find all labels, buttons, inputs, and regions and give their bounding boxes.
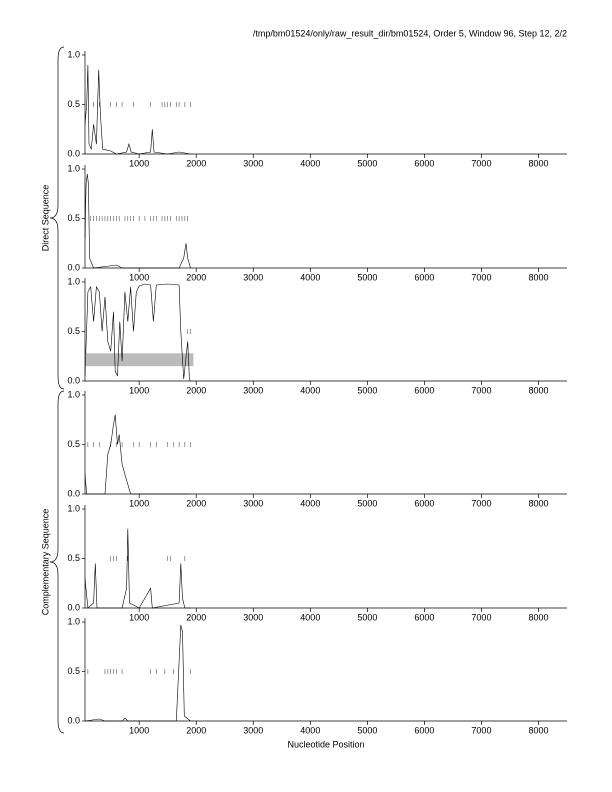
- brace: [49, 390, 65, 734]
- y-tick-label: 0.5: [67, 439, 80, 449]
- x-tick-label: 7000: [471, 612, 491, 622]
- x-tick-label: 5000: [357, 612, 377, 622]
- y-tick-label: 0.5: [67, 213, 80, 223]
- x-tick-label: 7000: [471, 498, 491, 508]
- x-tick-label: 2000: [186, 498, 206, 508]
- x-tick-label: 6000: [414, 498, 434, 508]
- data-line: [84, 528, 191, 609]
- x-tick-label: 3000: [243, 612, 263, 622]
- x-tick-label: 5000: [357, 498, 377, 508]
- x-tick-label: 8000: [528, 612, 548, 622]
- group-label: Complementary Sequence: [40, 509, 50, 616]
- data-line: [84, 414, 191, 495]
- y-tick-label: 0.0: [67, 262, 80, 272]
- x-tick-label: 4000: [300, 158, 320, 168]
- y-tick-label: 1.0: [67, 276, 80, 286]
- data-line: [84, 624, 191, 722]
- y-tick-label: 0.5: [67, 99, 80, 109]
- x-tick-label: 7000: [471, 272, 491, 282]
- x-tick-label: 3000: [243, 385, 263, 395]
- brace: [49, 46, 65, 390]
- x-tick-label: 5000: [357, 385, 377, 395]
- y-tick-label: 1.0: [67, 49, 80, 59]
- region-band: [85, 353, 194, 367]
- x-tick-label: 3000: [243, 498, 263, 508]
- data-line: [84, 283, 191, 382]
- x-tick-label: 1000: [129, 385, 149, 395]
- x-tick-label: 3000: [243, 725, 263, 735]
- x-tick-label: 1000: [129, 725, 149, 735]
- x-tick-label: 4000: [300, 725, 320, 735]
- x-tick-label: 2000: [186, 612, 206, 622]
- x-tick-label: 1000: [129, 158, 149, 168]
- x-tick-label: 2000: [186, 725, 206, 735]
- x-tick-label: 5000: [357, 725, 377, 735]
- x-tick-label: 6000: [414, 612, 434, 622]
- x-tick-label: 7000: [471, 158, 491, 168]
- y-tick-label: 1.0: [67, 163, 80, 173]
- x-tick-label: 8000: [528, 385, 548, 395]
- x-tick-label: 3000: [243, 272, 263, 282]
- x-tick-label: 6000: [414, 272, 434, 282]
- x-tick-label: 2000: [186, 385, 206, 395]
- y-tick-label: 0.0: [67, 488, 80, 498]
- x-tick-label: 7000: [471, 385, 491, 395]
- x-tick-label: 8000: [528, 725, 548, 735]
- y-tick-label: 0.0: [67, 148, 80, 158]
- group-label: Direct Sequence: [40, 185, 50, 252]
- x-tick-label: 2000: [186, 158, 206, 168]
- x-tick-label: 4000: [300, 612, 320, 622]
- x-tick-label: 7000: [471, 725, 491, 735]
- x-tick-label: 1000: [129, 498, 149, 508]
- y-tick-label: 1.0: [67, 616, 80, 626]
- x-tick-label: 3000: [243, 158, 263, 168]
- x-axis-label: Nucleotide Position: [287, 739, 364, 749]
- x-tick-label: 4000: [300, 498, 320, 508]
- x-tick-label: 4000: [300, 385, 320, 395]
- x-tick-label: 2000: [186, 272, 206, 282]
- x-tick-label: 4000: [300, 272, 320, 282]
- x-tick-label: 5000: [357, 158, 377, 168]
- x-tick-label: 8000: [528, 498, 548, 508]
- x-tick-label: 6000: [414, 385, 434, 395]
- x-tick-label: 6000: [414, 725, 434, 735]
- x-tick-label: 1000: [129, 272, 149, 282]
- y-tick-label: 0.5: [67, 326, 80, 336]
- data-line: [84, 173, 191, 269]
- x-tick-label: 5000: [357, 272, 377, 282]
- x-tick-label: 1000: [129, 612, 149, 622]
- y-tick-label: 0.5: [67, 666, 80, 676]
- y-tick-label: 0.0: [67, 715, 80, 725]
- header: /tmp/bm01524/only/raw_result_dir/bm01524…: [253, 28, 567, 38]
- x-tick-label: 8000: [528, 272, 548, 282]
- y-tick-label: 1.0: [67, 503, 80, 513]
- y-tick-label: 0.5: [67, 553, 80, 563]
- y-tick-label: 0.0: [67, 602, 80, 612]
- x-tick-label: 8000: [528, 158, 548, 168]
- y-tick-label: 1.0: [67, 389, 80, 399]
- y-tick-label: 0.0: [67, 375, 80, 385]
- data-line: [84, 64, 191, 155]
- x-tick-label: 6000: [414, 158, 434, 168]
